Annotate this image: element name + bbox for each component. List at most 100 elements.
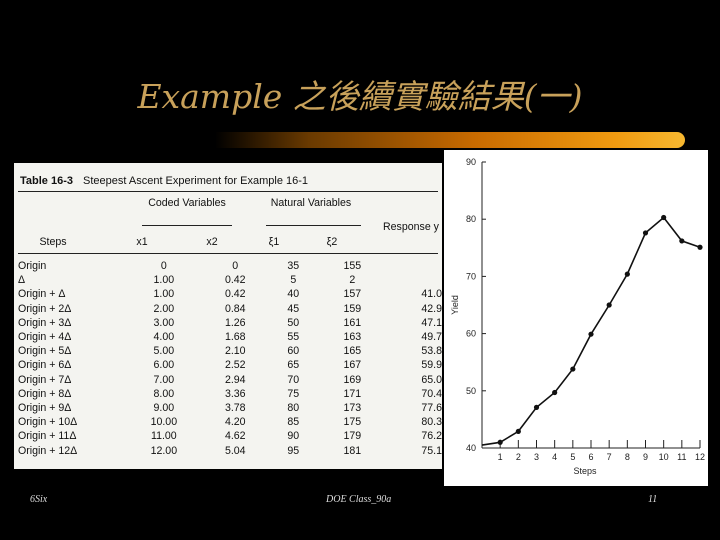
table-cell: 0 bbox=[232, 260, 239, 272]
x-tick-label: 3 bbox=[534, 452, 539, 462]
table-cell: 6.00 bbox=[153, 359, 175, 372]
table-cell: 173 bbox=[343, 402, 362, 415]
x-tick-label: 2 bbox=[516, 452, 521, 462]
slide-title: Example 之後續實驗結果(一) bbox=[137, 77, 583, 116]
table-cell: 0.84 bbox=[224, 302, 246, 315]
data-point bbox=[497, 439, 503, 445]
data-point bbox=[697, 244, 703, 250]
table-cell: 157 bbox=[343, 288, 362, 301]
table-cell: 4.00 bbox=[153, 331, 175, 344]
table-cell bbox=[383, 273, 442, 287]
x-tick-label: 1 bbox=[498, 452, 503, 462]
table-cell: 70 bbox=[287, 373, 300, 386]
table-image: Table 16-3 Steepest Ascent Experiment for… bbox=[14, 163, 442, 469]
table-cell: 4.62 bbox=[224, 430, 246, 443]
table-cell: 7.00 bbox=[153, 373, 175, 386]
table-caption-label: Table 16-3 bbox=[20, 175, 73, 187]
table-cell: 3.78 bbox=[224, 402, 246, 415]
table-cell: 155 bbox=[343, 260, 362, 272]
table-row: Origin + 12Δ 12.00 5.04 95 181 75.1 bbox=[18, 444, 442, 458]
table-row: Origin + 11Δ 11.00 4.62 90 179 76.2 bbox=[18, 429, 442, 443]
table-cell: 167 bbox=[343, 359, 362, 372]
table-cell: 50 bbox=[287, 316, 300, 329]
header-response: Response y bbox=[383, 221, 439, 233]
table-cell: Origin + 4Δ bbox=[18, 331, 72, 344]
table-cell: 12.00 bbox=[150, 444, 178, 457]
table-row: Δ 1.00 0.42 5 2 bbox=[18, 273, 442, 287]
x-tick-label: 8 bbox=[625, 452, 630, 462]
y-tick-label: 70 bbox=[466, 271, 476, 281]
y-tick-label: 50 bbox=[466, 386, 476, 396]
table-cell: 80 bbox=[287, 402, 300, 415]
header-natural-variables: Natural Variables bbox=[270, 197, 352, 209]
table-cell: Origin + Δ bbox=[18, 288, 66, 301]
table-cell: 169 bbox=[343, 373, 362, 386]
table-cell: 95 bbox=[287, 444, 300, 457]
table-cell bbox=[383, 259, 442, 273]
y-axis-label: Yield bbox=[450, 295, 460, 315]
footer-center: DOE Class_90a bbox=[326, 494, 392, 505]
table-cell: 161 bbox=[343, 316, 362, 329]
x-tick-label: 6 bbox=[588, 452, 593, 462]
table-cell: 80.3 bbox=[421, 416, 442, 429]
table-cell: 1.68 bbox=[224, 331, 246, 344]
table-cell: Origin + 2Δ bbox=[18, 302, 72, 315]
table-cell: 1.26 bbox=[224, 316, 246, 329]
table-cell: 11.00 bbox=[150, 430, 177, 443]
table-row: Origin + 8Δ 8.00 3.36 75 171 70.4 bbox=[18, 387, 442, 401]
table-cell: 179 bbox=[343, 430, 362, 443]
table-cell: 85 bbox=[287, 416, 300, 429]
natural-group-rule bbox=[266, 225, 361, 226]
table-cell: 41.0 bbox=[421, 288, 442, 301]
x-tick-label: 5 bbox=[570, 452, 575, 462]
table-cell: 76.2 bbox=[421, 430, 442, 443]
table-cell: Origin + 8Δ bbox=[18, 387, 72, 400]
table-row: Origin + 2Δ 2.00 0.84 45 159 42.9 bbox=[18, 302, 442, 316]
footer-left: 6Six bbox=[30, 494, 48, 505]
table-cell: 40 bbox=[287, 288, 300, 301]
header-coded-variables: Coded Variables bbox=[148, 197, 226, 209]
table-cell: 2.10 bbox=[224, 345, 246, 358]
table-cell: 0 bbox=[160, 260, 167, 272]
header-xi2: ξ2 bbox=[326, 236, 338, 248]
table-cell: 35 bbox=[287, 260, 300, 272]
table-cell: 5 bbox=[290, 274, 297, 287]
table-cell: 65.0 bbox=[421, 373, 442, 386]
x-tick-label: 12 bbox=[695, 452, 705, 462]
y-tick-label: 40 bbox=[466, 443, 476, 453]
data-point bbox=[533, 404, 540, 410]
x-tick-label: 4 bbox=[552, 452, 557, 462]
table-caption: Table 16-3 Steepest Ascent Experiment for… bbox=[20, 175, 308, 187]
title-underline-bar bbox=[215, 132, 685, 148]
table-row: Origin 0 0 35 155 bbox=[18, 259, 442, 273]
table-cell: Origin + 7Δ bbox=[18, 373, 72, 386]
footer-page-number: 11 bbox=[648, 494, 658, 505]
table-row: Origin + 4Δ 4.00 1.68 55 163 49.7 bbox=[18, 330, 442, 344]
table-cell: 42.9 bbox=[421, 302, 442, 315]
data-point bbox=[515, 428, 521, 435]
table-cell: Origin + 3Δ bbox=[18, 316, 72, 329]
chart-image: 40 50 60 70 80 90 1 2 3 4 5 6 7 8 9 10 11 12 Steps Yield bbox=[444, 150, 708, 486]
table-cell: Origin + 5Δ bbox=[18, 345, 72, 358]
table-cell: 171 bbox=[343, 387, 362, 400]
data-point bbox=[606, 302, 612, 308]
table-cell: Origin bbox=[18, 260, 47, 272]
table-cell: 9.00 bbox=[153, 402, 175, 415]
header-xi1: ξ1 bbox=[268, 236, 280, 248]
table-cell: Origin + 6Δ bbox=[18, 359, 72, 372]
table-row: Origin + 7Δ 7.00 2.94 70 169 65.0 bbox=[18, 373, 442, 387]
yield-series-line bbox=[481, 216, 701, 446]
header-x2: x2 bbox=[206, 236, 218, 248]
table-cell: 181 bbox=[343, 444, 362, 457]
table-cell: 163 bbox=[343, 331, 362, 344]
coded-group-rule bbox=[142, 225, 232, 226]
data-point bbox=[661, 214, 667, 221]
data-point bbox=[624, 271, 630, 277]
table-cell: 77.6 bbox=[421, 402, 442, 415]
table-row: Origin + Δ 1.00 0.42 40 157 41.0 bbox=[18, 287, 442, 301]
table-cell: 1.00 bbox=[153, 288, 175, 301]
table-cell: 75 bbox=[287, 387, 300, 400]
header-steps: Steps bbox=[39, 236, 67, 248]
table-cell: 8.00 bbox=[153, 387, 175, 400]
steepest-ascent-table: Origin 0 0 35 155 Δ 1.00 0.42 5 2 Origin + Δ 1.00 0.… bbox=[18, 259, 442, 458]
